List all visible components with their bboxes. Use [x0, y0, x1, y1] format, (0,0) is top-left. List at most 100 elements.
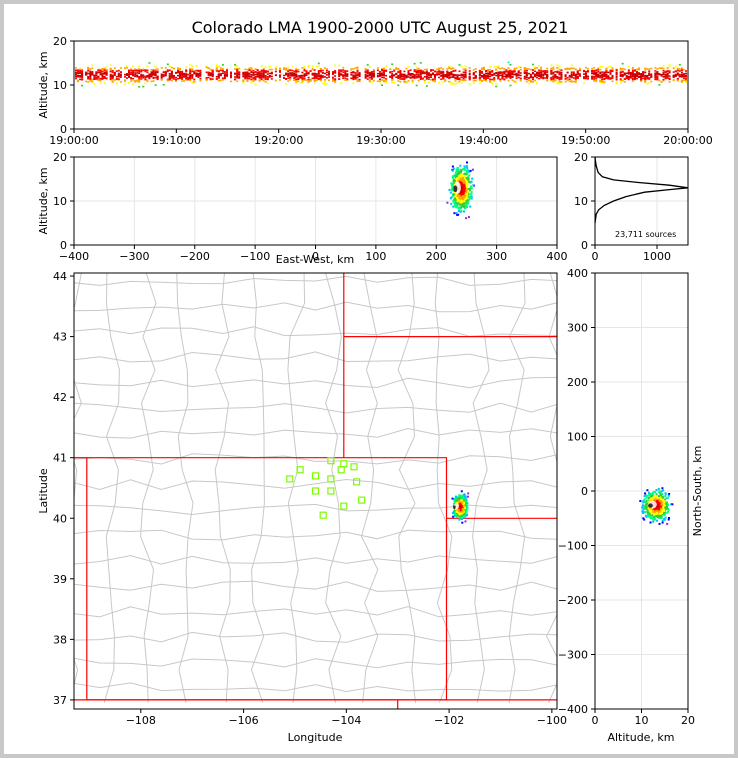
source-point: [234, 68, 237, 70]
source-point: [465, 193, 468, 195]
source-point: [576, 72, 579, 75]
source-point: [134, 73, 137, 76]
source-point: [552, 73, 555, 75]
source-point: [497, 71, 500, 74]
source-point: [607, 66, 610, 68]
source-point: [242, 72, 245, 75]
source-point: [436, 68, 439, 71]
source-point: [299, 76, 302, 78]
source-point: [641, 506, 644, 509]
source-point: [313, 79, 316, 82]
source-point: [119, 74, 122, 77]
source-point: [650, 75, 653, 78]
source-point: [523, 71, 526, 74]
source-point: [646, 77, 649, 80]
source-point: [434, 70, 436, 73]
source-point: [411, 76, 414, 78]
source-point: [656, 71, 659, 74]
source-point: [399, 81, 402, 83]
source-point: [572, 77, 575, 79]
source-point: [451, 186, 454, 188]
source-point: [399, 72, 402, 75]
x-tick-label: 19:30:00: [356, 134, 405, 147]
source-point: [458, 80, 461, 83]
source-point: [303, 68, 306, 70]
source-point: [663, 501, 666, 504]
y-tick-label: −300: [558, 649, 588, 662]
source-point: [503, 68, 506, 70]
source-point: [338, 64, 341, 67]
source-point: [183, 73, 186, 76]
source-point: [419, 73, 422, 76]
source-point: [154, 65, 157, 68]
source-point: [128, 76, 130, 78]
source-point: [87, 81, 90, 83]
source-point: [144, 70, 147, 73]
county-line: [74, 351, 557, 363]
source-point: [315, 74, 318, 76]
source-point: [648, 82, 651, 84]
source-point: [421, 77, 424, 80]
source-point: [238, 67, 241, 70]
source-point: [568, 76, 571, 78]
source-point: [468, 67, 471, 69]
source-point: [115, 75, 118, 78]
source-point: [413, 70, 416, 73]
source-point: [115, 82, 118, 85]
source-point: [478, 73, 481, 76]
source-point: [491, 70, 494, 72]
source-point: [466, 202, 469, 205]
source-point: [136, 79, 139, 82]
source-point: [285, 69, 288, 71]
source-point: [511, 72, 514, 75]
source-point: [678, 75, 681, 77]
county-line: [472, 273, 490, 704]
y-tick-label: 10: [574, 195, 588, 208]
source-point: [458, 175, 461, 177]
source-point: [383, 76, 385, 79]
source-point: [154, 72, 157, 74]
source-point: [615, 78, 618, 81]
source-point: [448, 76, 451, 79]
x-tick-label: −108: [126, 714, 156, 727]
source-point: [461, 187, 464, 190]
source-point: [185, 73, 188, 75]
source-point: [138, 70, 141, 73]
source-point: [376, 80, 379, 82]
source-point: [499, 72, 502, 74]
source-point: [558, 81, 561, 84]
source-point: [175, 79, 177, 82]
source-point: [458, 206, 461, 209]
source-point: [538, 77, 541, 80]
source-point: [507, 79, 510, 82]
source-point: [364, 76, 367, 78]
source-point: [160, 73, 163, 76]
source-point: [383, 73, 385, 75]
source-point: [91, 67, 94, 70]
county-line: [74, 606, 557, 618]
source-point: [81, 78, 84, 81]
source-point: [667, 518, 670, 521]
source-point: [270, 75, 273, 78]
source-point: [250, 67, 253, 69]
source-point: [319, 69, 322, 72]
altitude-eastwest-ylabel: Altitude, km: [37, 167, 50, 234]
source-point: [391, 79, 394, 81]
source-point: [550, 79, 553, 82]
source-point: [138, 72, 141, 74]
source-point: [103, 75, 106, 78]
source-point: [193, 78, 196, 81]
source-point: [325, 83, 328, 85]
x-tick-label: −400: [59, 250, 89, 263]
source-point: [463, 205, 466, 208]
source-point: [564, 68, 567, 71]
source-point: [462, 184, 465, 187]
source-point: [640, 80, 643, 82]
source-point: [325, 68, 328, 70]
source-point: [464, 194, 467, 197]
source-point: [552, 66, 555, 69]
source-point: [75, 67, 77, 69]
source-point: [463, 494, 466, 497]
source-point: [460, 197, 463, 199]
